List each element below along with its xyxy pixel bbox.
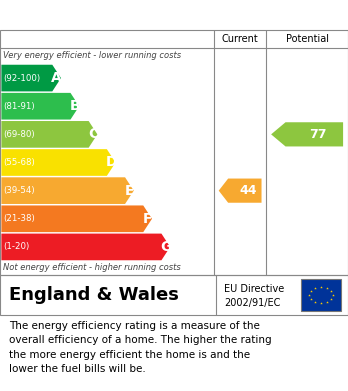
Text: 2002/91/EC: 2002/91/EC [224,298,281,308]
Text: (92-100): (92-100) [3,74,41,83]
Text: 77: 77 [309,128,326,141]
Text: EU Directive: EU Directive [224,284,285,294]
Bar [301,279,341,311]
Text: (1-20): (1-20) [3,242,30,251]
Text: C: C [88,127,98,142]
Text: D: D [105,156,117,170]
Text: (21-38): (21-38) [3,214,35,223]
Polygon shape [1,205,152,232]
Text: Energy Efficiency Rating: Energy Efficiency Rating [9,6,238,24]
Text: Not energy efficient - higher running costs: Not energy efficient - higher running co… [3,264,181,273]
Polygon shape [271,122,343,147]
Text: (69-80): (69-80) [3,130,35,139]
Text: England & Wales: England & Wales [9,286,179,304]
Text: A: A [51,71,62,85]
Text: (81-91): (81-91) [3,102,35,111]
Text: E: E [125,184,134,197]
Polygon shape [1,93,79,120]
Text: Potential: Potential [286,34,329,44]
Polygon shape [1,121,97,148]
Text: Current: Current [222,34,259,44]
Polygon shape [1,65,61,91]
Text: (55-68): (55-68) [3,158,35,167]
Text: B: B [70,99,80,113]
Text: G: G [160,240,172,254]
Text: The energy efficiency rating is a measure of the
overall efficiency of a home. T: The energy efficiency rating is a measur… [9,321,271,374]
Text: (39-54): (39-54) [3,186,35,195]
Polygon shape [1,177,134,204]
Polygon shape [1,149,116,176]
Polygon shape [219,179,262,203]
Polygon shape [1,233,170,260]
Text: 44: 44 [239,184,257,197]
Text: Very energy efficient - lower running costs: Very energy efficient - lower running co… [3,51,181,60]
Text: F: F [143,212,152,226]
